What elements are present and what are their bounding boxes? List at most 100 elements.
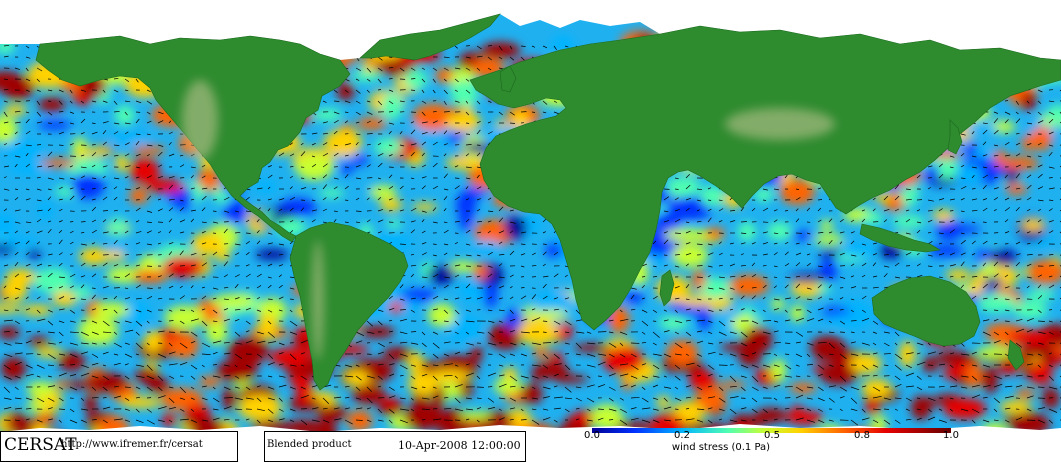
wind-vector <box>476 419 480 423</box>
wind-vector <box>366 320 374 327</box>
wind-vector <box>993 254 999 256</box>
wind-vector <box>520 342 526 346</box>
wind-vector <box>377 309 384 312</box>
wind-vector <box>146 100 153 105</box>
wind-vector <box>36 263 43 267</box>
wind-vector <box>465 363 470 366</box>
wind-field-blob <box>344 370 370 385</box>
wind-vector <box>14 209 21 212</box>
wind-vector <box>410 408 415 412</box>
wind-vector <box>729 385 737 388</box>
wind-vector <box>157 151 163 157</box>
wind-vector <box>795 394 804 399</box>
wind-vector <box>1059 220 1061 223</box>
wind-vector <box>817 353 824 359</box>
wind-vector <box>1026 353 1034 356</box>
wind-vector <box>421 100 427 104</box>
wind-vector <box>531 111 536 113</box>
wind-vector <box>377 219 384 223</box>
wind-field-blob <box>891 215 926 229</box>
wind-vector <box>487 142 491 146</box>
wind-vector <box>113 196 118 201</box>
wind-vector <box>69 364 76 366</box>
wind-vector <box>531 397 539 400</box>
wind-vector <box>960 261 965 267</box>
wind-vector <box>91 342 97 345</box>
colorbar-tick-3: 0.8 <box>854 430 870 441</box>
wind-vector <box>960 353 970 356</box>
wind-vector <box>146 221 152 223</box>
wind-vector <box>289 364 297 367</box>
wind-vector <box>223 386 231 391</box>
wind-vector <box>47 264 52 267</box>
wind-vector <box>267 208 271 212</box>
wind-vector <box>762 199 767 201</box>
wind-field-blob <box>79 247 110 265</box>
wind-vector <box>773 209 778 212</box>
wind-vector <box>498 364 504 367</box>
wind-vector <box>102 375 110 381</box>
wind-vector <box>1004 111 1011 115</box>
wind-vector <box>828 263 832 267</box>
wind-vector <box>476 208 481 212</box>
wind-vector <box>388 330 393 333</box>
wind-vector <box>69 353 78 358</box>
wind-vector <box>36 285 42 289</box>
wind-vector <box>905 385 914 388</box>
wind-vector <box>740 264 747 267</box>
wind-vector <box>949 155 955 158</box>
wind-vector <box>619 318 629 322</box>
wind-vector <box>850 386 860 391</box>
wind-vector <box>971 174 975 179</box>
wind-vector <box>190 187 195 190</box>
wind-vector <box>553 363 562 366</box>
wind-vector <box>267 242 273 245</box>
wind-vector <box>729 210 736 212</box>
wind-vector <box>80 298 87 301</box>
wind-vector <box>212 375 221 378</box>
wind-vector <box>740 221 747 223</box>
wind-vector <box>872 408 881 411</box>
wind-vector <box>366 100 371 103</box>
wind-vector <box>762 264 767 267</box>
wind-vector <box>1004 100 1009 102</box>
wind-vector <box>377 342 385 348</box>
wind-vector <box>25 198 31 201</box>
wind-vector <box>740 386 746 392</box>
wind-vector <box>707 243 713 246</box>
wind-vector <box>91 419 97 421</box>
wind-vector <box>14 287 21 290</box>
wind-vector <box>894 195 900 201</box>
wind-vector <box>553 242 558 245</box>
wind-vector <box>201 195 207 201</box>
wind-vector <box>47 177 54 180</box>
wind-vector <box>795 208 799 212</box>
wind-vector <box>1015 100 1019 105</box>
wind-vector <box>421 408 430 410</box>
wind-vector <box>36 375 41 378</box>
wind-vector <box>685 298 690 301</box>
wind-vector <box>212 287 219 290</box>
wind-vector <box>971 419 976 424</box>
wind-vector <box>1004 286 1010 289</box>
wind-vector <box>410 177 415 180</box>
wind-vector <box>289 153 295 157</box>
wind-vector <box>718 320 726 327</box>
wind-vector <box>696 298 702 301</box>
wind-field-blob <box>381 92 403 120</box>
wind-vector <box>982 331 991 336</box>
wind-vector <box>531 386 536 390</box>
wind-vector <box>1015 207 1020 212</box>
source-url[interactable]: http://www.ifremer.fr/cersat <box>61 439 203 450</box>
wind-vector <box>14 67 20 70</box>
wind-vector <box>168 176 175 179</box>
wind-vector <box>25 45 30 49</box>
wind-vector <box>817 232 824 234</box>
wind-vector <box>388 408 395 414</box>
wind-vector <box>520 265 525 268</box>
wind-field-blob <box>1021 135 1036 151</box>
wind-vector <box>69 342 78 346</box>
wind-vector <box>157 242 162 245</box>
wind-vector <box>168 242 174 245</box>
